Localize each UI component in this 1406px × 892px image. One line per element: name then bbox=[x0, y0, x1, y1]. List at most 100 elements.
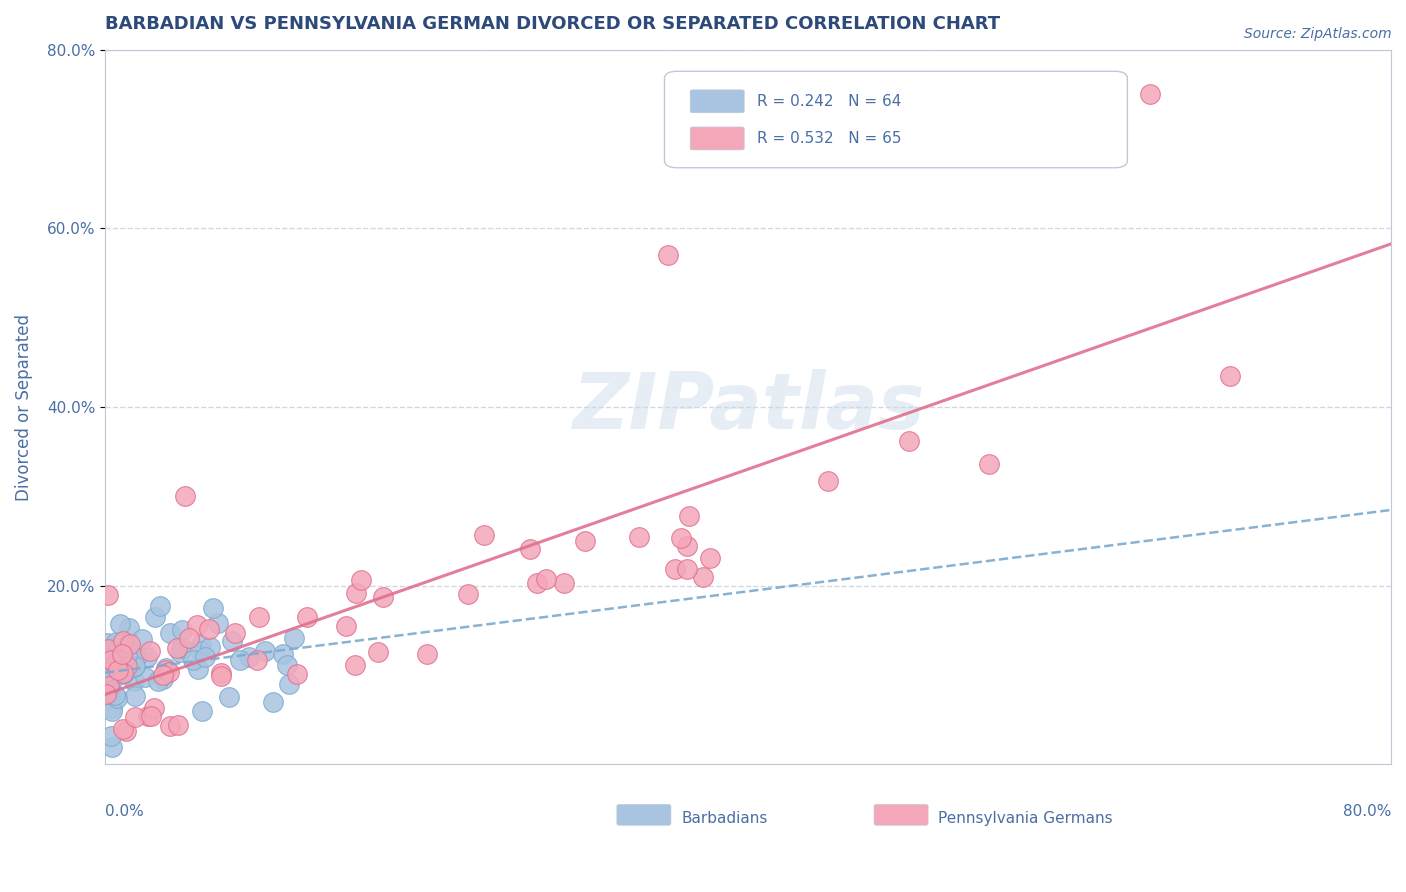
Point bbox=[155, 661, 177, 675]
Point bbox=[190, 644, 212, 658]
Point bbox=[124, 651, 146, 665]
Text: Barbadians: Barbadians bbox=[681, 811, 768, 826]
Point bbox=[262, 695, 284, 709]
Point bbox=[100, 701, 122, 715]
Point bbox=[118, 621, 141, 635]
Point bbox=[172, 623, 194, 637]
Point bbox=[152, 672, 174, 686]
Point bbox=[111, 666, 134, 681]
Text: 0.0%: 0.0% bbox=[105, 804, 143, 819]
Text: Source: ZipAtlas.com: Source: ZipAtlas.com bbox=[1244, 27, 1392, 41]
Point bbox=[676, 539, 699, 553]
Point bbox=[100, 704, 122, 718]
FancyBboxPatch shape bbox=[690, 90, 744, 112]
Point bbox=[117, 638, 139, 652]
Point bbox=[159, 626, 181, 640]
Point bbox=[343, 657, 366, 672]
Point bbox=[167, 718, 190, 732]
Point bbox=[187, 662, 209, 676]
Point bbox=[276, 657, 298, 672]
Point bbox=[96, 635, 118, 649]
Point bbox=[373, 590, 395, 604]
Point bbox=[143, 609, 166, 624]
Point bbox=[574, 533, 596, 548]
Point bbox=[115, 724, 138, 739]
Point bbox=[139, 644, 162, 658]
Point bbox=[350, 573, 373, 587]
Point bbox=[94, 657, 117, 672]
Point bbox=[166, 640, 188, 655]
Point bbox=[101, 673, 124, 687]
Point bbox=[96, 687, 118, 701]
Point bbox=[177, 632, 200, 646]
Point bbox=[124, 659, 146, 673]
Point bbox=[149, 599, 172, 613]
Point bbox=[699, 550, 721, 565]
Point bbox=[209, 665, 232, 680]
Point bbox=[295, 610, 318, 624]
Text: R = 0.532   N = 65: R = 0.532 N = 65 bbox=[756, 131, 901, 146]
Point bbox=[101, 739, 124, 754]
Point bbox=[170, 640, 193, 655]
Point bbox=[218, 690, 240, 704]
Point bbox=[111, 634, 134, 648]
Point bbox=[335, 619, 357, 633]
Point bbox=[124, 674, 146, 689]
Point bbox=[221, 634, 243, 648]
Point bbox=[664, 562, 686, 576]
Point bbox=[96, 677, 118, 691]
Point bbox=[107, 664, 129, 678]
Point bbox=[174, 490, 197, 504]
Point bbox=[246, 653, 269, 667]
Point bbox=[136, 649, 159, 664]
Point bbox=[159, 719, 181, 733]
Point bbox=[159, 665, 181, 679]
Point bbox=[190, 639, 212, 653]
Point bbox=[143, 701, 166, 715]
Point bbox=[285, 666, 308, 681]
Point bbox=[122, 660, 145, 674]
Point bbox=[367, 644, 389, 658]
Point bbox=[181, 653, 204, 667]
Text: R = 0.242   N = 64: R = 0.242 N = 64 bbox=[756, 94, 901, 109]
Point bbox=[131, 632, 153, 647]
Point bbox=[457, 587, 479, 601]
Point bbox=[229, 653, 252, 667]
Point bbox=[141, 709, 163, 723]
Text: BARBADIAN VS PENNSYLVANIA GERMAN DIVORCED OR SEPARATED CORRELATION CHART: BARBADIAN VS PENNSYLVANIA GERMAN DIVORCE… bbox=[105, 15, 1000, 33]
Point bbox=[669, 531, 692, 545]
Point bbox=[415, 647, 437, 661]
Point bbox=[155, 663, 177, 677]
Point bbox=[105, 634, 128, 648]
Point bbox=[1219, 369, 1241, 384]
FancyBboxPatch shape bbox=[690, 127, 744, 150]
Point bbox=[108, 617, 131, 632]
Point bbox=[112, 654, 135, 668]
Point bbox=[254, 644, 277, 658]
Point bbox=[118, 636, 141, 650]
Point bbox=[98, 687, 121, 701]
Point bbox=[114, 665, 136, 680]
Point bbox=[124, 689, 146, 703]
Point bbox=[678, 508, 700, 523]
Point bbox=[202, 600, 225, 615]
Point bbox=[1059, 132, 1081, 146]
Point bbox=[100, 688, 122, 702]
Point bbox=[194, 649, 217, 664]
Point bbox=[897, 434, 920, 448]
Point bbox=[247, 610, 270, 624]
Point bbox=[97, 683, 120, 698]
Point bbox=[105, 640, 128, 655]
Point bbox=[105, 655, 128, 669]
Point bbox=[112, 666, 135, 681]
Point bbox=[104, 657, 127, 672]
Point bbox=[519, 541, 541, 556]
Point bbox=[191, 705, 214, 719]
Point bbox=[134, 670, 156, 684]
Point bbox=[169, 645, 191, 659]
Point bbox=[96, 665, 118, 679]
Point bbox=[124, 709, 146, 723]
Point bbox=[238, 650, 260, 665]
Point bbox=[1139, 87, 1161, 102]
Point bbox=[97, 588, 120, 602]
